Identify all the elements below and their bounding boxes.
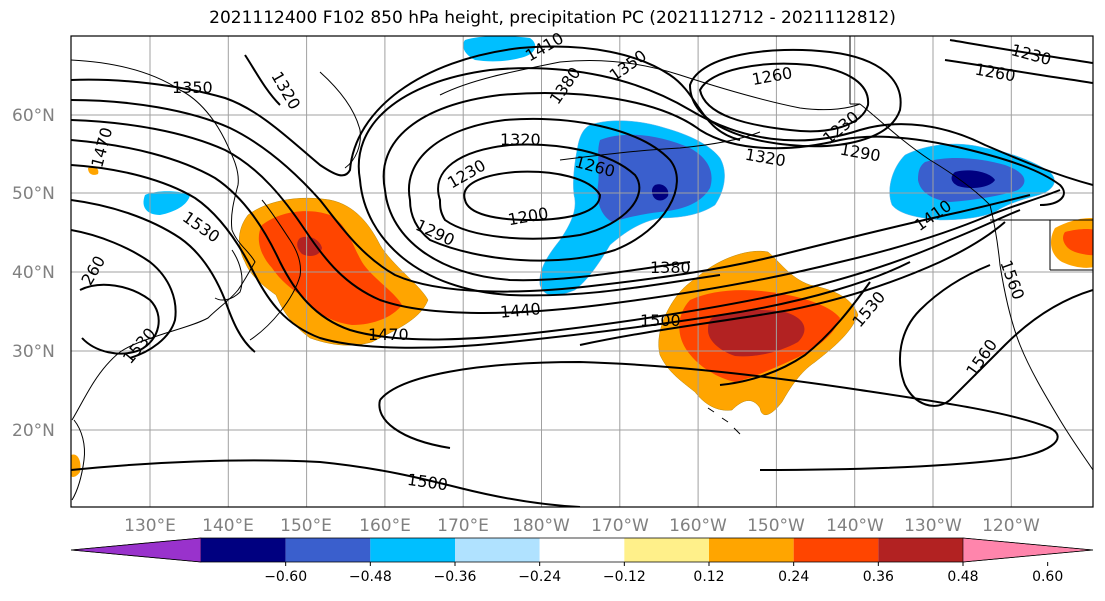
contour-1410 — [71, 119, 1061, 315]
positive-anomaly-sw-corner — [71, 454, 81, 477]
negative-anomaly-gulf-max — [651, 184, 669, 201]
positive-anomaly-us-core — [1063, 229, 1093, 256]
contour-1530 — [71, 229, 871, 386]
lon-label: 120°W — [982, 516, 1040, 536]
contour-1290 — [382, 92, 1065, 282]
contour-1230-far — [949, 39, 1093, 64]
colorbar-tick-label: 0.24 — [778, 569, 809, 585]
longitude-labels: 130°E 140°E 150°E 160°E 170°E 180°W 170°… — [124, 516, 1040, 536]
contour-label: 1500 — [640, 311, 681, 330]
contour-1380 — [71, 99, 1031, 293]
positive-anomaly-west-max — [297, 236, 322, 256]
lon-label: 150°W — [747, 516, 805, 536]
contour-1560 — [899, 264, 1093, 407]
colorbar-segment — [793, 538, 879, 562]
colorbar-segment — [201, 538, 286, 562]
contour-label: 1470 — [368, 325, 409, 344]
coast-hawaii — [707, 407, 741, 435]
contour-1200 — [463, 170, 602, 222]
colorbar-segment — [539, 538, 625, 562]
lon-label: 140°E — [202, 516, 254, 536]
positive-anomaly-west-core — [258, 211, 402, 325]
lon-label: 130°W — [904, 516, 962, 536]
lat-label: 30°N — [12, 342, 55, 362]
contour-1500 — [71, 199, 1006, 353]
contour-1320 — [357, 67, 1093, 297]
coast-us-border — [990, 219, 1093, 271]
lat-label: 40°N — [12, 263, 55, 283]
colorbar-tick-label: −0.60 — [264, 569, 307, 585]
colorbar-tick-label: −0.12 — [603, 569, 646, 585]
contour-1320-left — [244, 54, 281, 106]
lon-label: 160°W — [669, 516, 727, 536]
lon-label: 140°W — [826, 516, 884, 536]
lat-label: 20°N — [12, 421, 55, 441]
colorbar-tick-label: −0.36 — [434, 569, 477, 585]
contour-1470 — [71, 164, 911, 349]
contour-label: 1320 — [500, 130, 541, 149]
contour-1350 — [71, 45, 741, 177]
contour-label: 1440 — [499, 299, 541, 321]
positive-anomaly-central-max — [708, 310, 805, 357]
colorbar-tick-label: −0.24 — [518, 569, 561, 585]
lon-label: 160°E — [359, 516, 411, 536]
colorbar-segment — [709, 538, 794, 562]
coast-canada-interior — [849, 36, 860, 105]
negative-anomaly-gulf-core — [597, 134, 712, 222]
lon-label: 180°W — [512, 516, 570, 536]
coast-korea — [214, 249, 243, 301]
contour-1230 — [437, 143, 641, 240]
coast-japan — [249, 199, 301, 341]
map-frame — [70, 35, 1094, 508]
latitude-labels: 20°N 30°N 40°N 50°N 60°N — [12, 106, 55, 441]
contour-1230-ne — [698, 62, 870, 133]
contour-label: 1350 — [172, 78, 213, 97]
colorbar-tick-label: 0.60 — [1032, 569, 1063, 585]
contour-label: 1380 — [650, 258, 691, 277]
colorbar: −0.60 −0.48 −0.36 −0.24 −0.12 0.12 0.24 0.36 0.4… — [70, 537, 1094, 585]
lon-label: 170°E — [437, 516, 489, 536]
coast-philippines — [71, 419, 85, 501]
coast-alaska — [439, 60, 861, 111]
colorbar-segment — [285, 538, 371, 562]
lon-label: 170°W — [591, 516, 649, 536]
colorbar-segment — [878, 538, 963, 562]
lon-label: 150°E — [280, 516, 332, 536]
contour-1500-south — [71, 459, 581, 507]
contour-1260 — [407, 117, 678, 262]
height-contours — [71, 39, 1093, 507]
contour-1260-ne — [688, 48, 902, 148]
colorbar-segment — [370, 538, 455, 562]
colorbar-tick-label: 0.48 — [947, 569, 978, 585]
colorbar-outline — [70, 537, 1094, 563]
contour-1440 — [71, 139, 1021, 341]
lat-label: 60°N — [12, 106, 55, 126]
positive-anomaly-tiny-asia — [88, 166, 99, 175]
colorbar-tick-label: −0.48 — [349, 569, 392, 585]
contour-1530-subtropical — [378, 360, 1059, 471]
negative-anomaly-japan-sea — [143, 191, 190, 215]
colorbar-extend-low — [70, 537, 202, 563]
coast-kamchatka — [319, 71, 361, 169]
colorbar-tick-label: 0.36 — [863, 569, 894, 585]
colorbar-segment — [455, 538, 540, 562]
lat-label: 50°N — [12, 184, 55, 204]
colorbar-segment — [624, 538, 709, 562]
negative-anomaly-nw-max — [951, 170, 995, 188]
colorbar-extend-high — [962, 537, 1094, 563]
coast-bc — [859, 103, 991, 206]
coast-na-west — [989, 204, 1093, 471]
colorbar-tick-label: 0.12 — [693, 569, 724, 585]
chart-title: 2021112400 F102 850 hPa height, precipit… — [209, 8, 896, 28]
contour-1530-japan — [79, 283, 160, 355]
lon-label: 130°E — [124, 516, 176, 536]
contour-1260-far — [944, 59, 1093, 84]
